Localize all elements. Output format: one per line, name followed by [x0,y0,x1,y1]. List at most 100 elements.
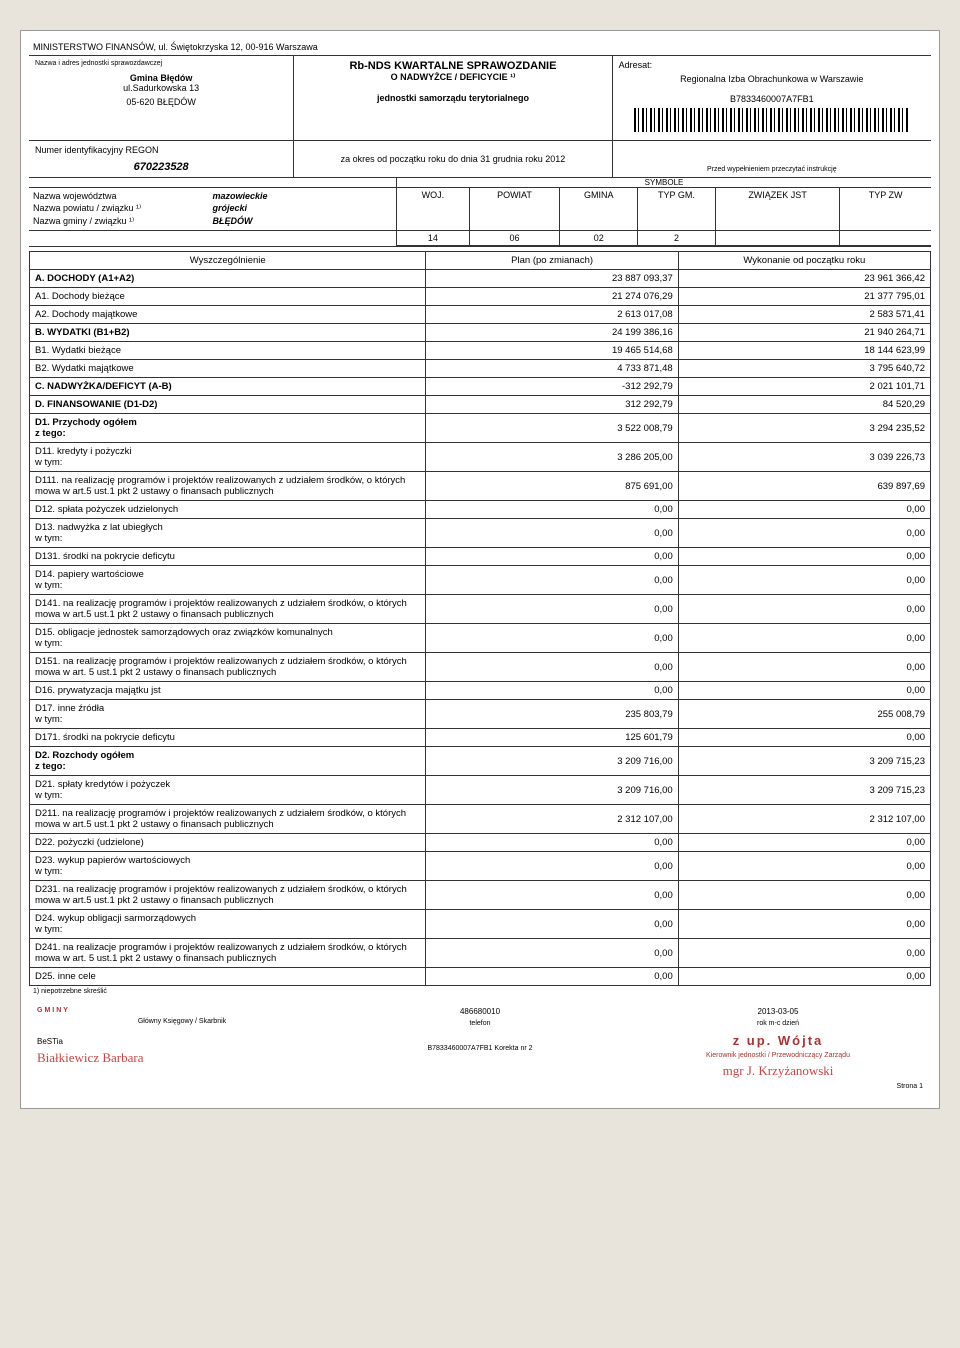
gm-label: Nazwa gminy / związku ¹⁾ [33,215,213,228]
adresat: Regionalna Izba Obrachunkowa w Warszawie [619,74,925,84]
row-plan: 0,00 [426,566,678,595]
row-label: D23. wykup papierów wartościowych w tym: [30,852,426,881]
table-row: A. DOCHODY (A1+A2)23 887 093,3723 961 36… [30,270,931,288]
table-row: D22. pożyczki (udzielone)0,000,00 [30,834,931,852]
sym-pow: 06 [470,231,561,246]
row-exec: 23 961 366,42 [678,270,930,288]
row-plan: 125 601,79 [426,729,678,747]
row-label: D151. na realizację programów i projektó… [30,653,426,682]
row-plan: 0,00 [426,519,678,548]
table-row: D2. Rozchody ogółem z tego:3 209 716,003… [30,747,931,776]
report-cell: Rb-NDS KWARTALNE SPRAWOZDANIE O NADWYŻCE… [294,56,612,141]
symbole-values-row: 14 06 02 2 [29,231,931,247]
table-row: B2. Wydatki majątkowe4 733 871,483 795 6… [30,360,931,378]
row-exec: 0,00 [678,624,930,653]
row-plan: 0,00 [426,682,678,700]
row-plan: 0,00 [426,939,678,968]
document-page: MINISTERSTWO FINANSÓW, ul. Świętokrzyska… [20,30,940,1109]
phone: 486680010 [333,1005,627,1018]
row-plan: 0,00 [426,881,678,910]
symbole-label: SYMBOLE [397,178,931,188]
row-plan: 0,00 [426,852,678,881]
footer-left: GMINY Główny Księgowy / Skarbnik BeSTia … [33,1003,331,1094]
row-plan: -312 292,79 [426,378,678,396]
row-plan: 0,00 [426,834,678,852]
unit-cell: Nazwa i adres jednostki sprawozdawczej G… [29,56,294,141]
date: 2013-03-05 [631,1005,925,1018]
table-row: D23. wykup papierów wartościowych w tym:… [30,852,931,881]
row-exec: 3 795 640,72 [678,360,930,378]
row-exec: 0,00 [678,910,930,939]
table-row: C. NADWYŻKA/DEFICYT (A-B)-312 292,792 02… [30,378,931,396]
row-label: D15. obligacje jednostek samorządowych o… [30,624,426,653]
row-exec: 21 377 795,01 [678,288,930,306]
row-label: D211. na realizację programów i projektó… [30,805,426,834]
row-label: D1. Przychody ogółem z tego: [30,414,426,443]
adresat-label: Adresat: [619,60,925,70]
stamp-text: z up. Wójta [631,1031,925,1050]
table-row: D16. prywatyzacja majątku jst0,000,00 [30,682,931,700]
row-label: D2. Rozchody ogółem z tego: [30,747,426,776]
col3: Wykonanie od początku roku [678,252,930,270]
pow: grójecki [213,202,393,215]
row-plan: 2 613 017,08 [426,306,678,324]
row-exec: 0,00 [678,834,930,852]
period: za okres od początku roku do dnia 31 gru… [341,154,566,164]
row-label: A. DOCHODY (A1+A2) [30,270,426,288]
table-row: D. FINANSOWANIE (D1-D2)312 292,7984 520,… [30,396,931,414]
table-row: D241. na realizacje programów i projektó… [30,939,931,968]
pow-label: Nazwa powiatu / związku ¹⁾ [33,202,213,215]
sig2-role: Kierownik jednostki / Przewodniczący Zar… [631,1050,925,1061]
row-exec: 21 940 264,71 [678,324,930,342]
row-plan: 0,00 [426,595,678,624]
row-plan: 0,00 [426,624,678,653]
table-row: D15. obligacje jednostek samorządowych o… [30,624,931,653]
table-row: D211. na realizację programów i projektó… [30,805,931,834]
row-label: D12. spłata pożyczek udzielonych [30,501,426,519]
col1: Wyszczególnienie [30,252,426,270]
row-exec: 0,00 [678,881,930,910]
table-row: D17. inne źródła w tym:235 803,79255 008… [30,700,931,729]
report-sub: O NADWYŻCE / DEFICYCIE ¹⁾ [300,72,605,83]
code: B7833460007A7FB1 [619,94,925,104]
row-plan: 3 209 716,00 [426,776,678,805]
row-exec: 0,00 [678,566,930,595]
table-body: A. DOCHODY (A1+A2)23 887 093,3723 961 36… [30,270,931,986]
row-exec: 3 209 715,23 [678,776,930,805]
row-plan: 3 209 716,00 [426,747,678,776]
table-row: D171. środki na pokrycie deficytu125 601… [30,729,931,747]
symbole-labels-row: Nazwa województwa mazowieckie Nazwa powi… [29,188,931,231]
row-exec: 255 008,79 [678,700,930,729]
row-exec: 18 144 623,99 [678,342,930,360]
row-exec: 0,00 [678,653,930,682]
row-label: D131. środki na pokrycie deficytu [30,548,426,566]
row-exec: 0,00 [678,939,930,968]
row-plan: 312 292,79 [426,396,678,414]
row-label: D25. inne cele [30,968,426,986]
period-cell: za okres od początku roku do dnia 31 gru… [294,141,612,177]
row-label: D141. na realizację programów i projektó… [30,595,426,624]
row-plan: 235 803,79 [426,700,678,729]
table-row: B1. Wydatki bieżące19 465 514,6818 144 6… [30,342,931,360]
row-label: B1. Wydatki bieżące [30,342,426,360]
row-plan: 0,00 [426,910,678,939]
row-plan: 3 286 205,00 [426,443,678,472]
row-exec: 84 520,29 [678,396,930,414]
table-row: A2. Dochody majątkowe2 613 017,082 583 5… [30,306,931,324]
names-col: Nazwa województwa mazowieckie Nazwa powi… [29,188,397,231]
table-row: D111. na realizację programów i projektó… [30,472,931,501]
row-label: D. FINANSOWANIE (D1-D2) [30,396,426,414]
unit-label: Nazwa i adres jednostki sprawozdawczej [35,60,287,67]
table-row: D24. wykup obligacji sarmorządowych w ty… [30,910,931,939]
row-exec: 0,00 [678,852,930,881]
report-sub2: jednostki samorządu terytorialnego [300,93,605,103]
header-grid: Nazwa i adres jednostki sprawozdawczej G… [29,56,931,141]
sym-zw [716,231,840,246]
sym-pow-h: POWIAT [470,188,561,231]
table-row: D141. na realizację programów i projektó… [30,595,931,624]
footnote: 1) niepotrzebne skreślić [29,986,931,997]
sym-woj-h: WOJ. [397,188,470,231]
regon-cell: Numer identyfikacyjny REGON 670223528 [29,141,294,177]
row-exec: 3 039 226,73 [678,443,930,472]
row-label: D111. na realizację programów i projektó… [30,472,426,501]
